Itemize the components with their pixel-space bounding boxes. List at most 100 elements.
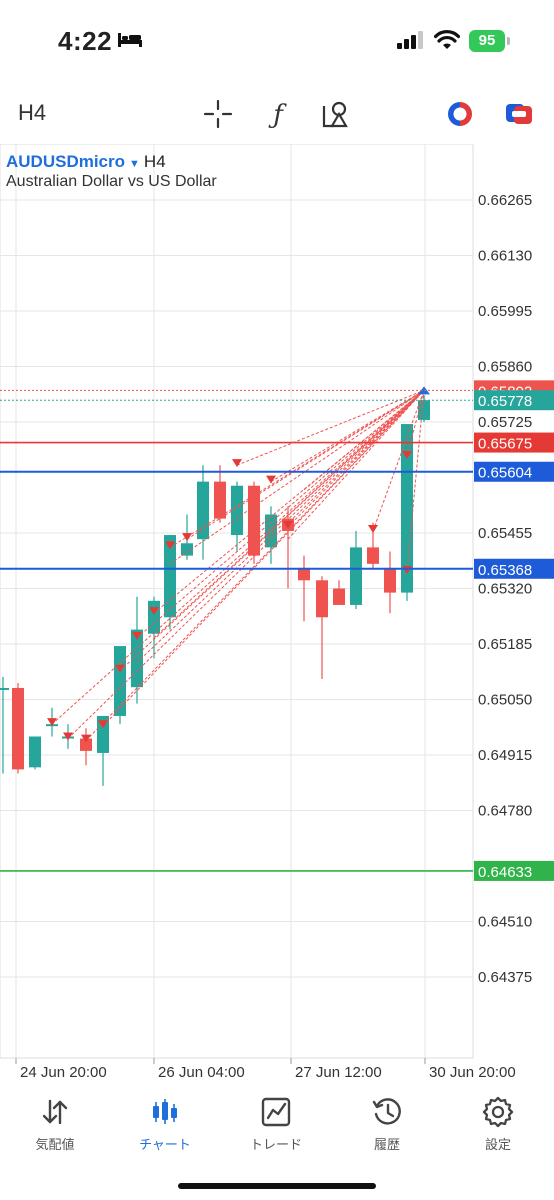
- tab-settings[interactable]: 設定: [443, 1088, 553, 1158]
- tab-label: チャート: [139, 1137, 191, 1152]
- home-indicator: [178, 1183, 376, 1189]
- candle[interactable]: [29, 736, 41, 770]
- price-axis-label: 0.65455: [478, 525, 532, 542]
- fan-line: [186, 389, 425, 540]
- sell-arrow-marker[interactable]: [283, 520, 293, 529]
- sell-arrow-marker[interactable]: [149, 607, 159, 616]
- price-axis-label: 0.65185: [478, 636, 532, 653]
- tab-label: 気配値: [35, 1137, 75, 1152]
- tab-quotes[interactable]: 気配値: [0, 1088, 110, 1158]
- price-axis-label: 0.64375: [478, 969, 532, 986]
- fan-line: [102, 389, 425, 727]
- sell-arrow-marker[interactable]: [98, 720, 108, 729]
- sell-arrow-marker[interactable]: [402, 450, 412, 459]
- sell-arrow-marker[interactable]: [368, 524, 378, 533]
- candle-body: [231, 485, 243, 536]
- plot-area[interactable]: [0, 144, 474, 1059]
- fan-line: [136, 389, 425, 639]
- chart-toolbar: H4 ƒ: [0, 90, 554, 138]
- accounts-switch-icon[interactable]: [503, 98, 535, 130]
- symbol-name[interactable]: AUDUSDmicro: [6, 152, 126, 171]
- price-axis-label: 0.66130: [478, 248, 532, 265]
- candle-body: [12, 687, 24, 770]
- timeframe-button[interactable]: H4: [18, 100, 47, 125]
- candle-body: [197, 481, 209, 540]
- bottom-tab-bar: 気配値 チャート トレード 履歴: [0, 1088, 554, 1200]
- fan-line: [153, 389, 425, 639]
- cellular-signal-icon: [397, 31, 423, 49]
- candle[interactable]: [384, 551, 396, 614]
- sell-arrow-marker[interactable]: [132, 631, 142, 640]
- fan-line: [169, 389, 425, 565]
- price-axis-label: 0.65320: [478, 581, 532, 598]
- price-axis-label: 0.65860: [478, 359, 532, 376]
- sell-arrow-marker[interactable]: [182, 533, 192, 542]
- history-clock-icon: [372, 1098, 401, 1125]
- tab-history[interactable]: 履歴: [332, 1088, 442, 1158]
- indicators-function-icon[interactable]: ƒ: [262, 98, 294, 130]
- price-axis-label: 0.65995: [478, 303, 532, 320]
- fan-line: [85, 389, 425, 741]
- sell-arrow-marker[interactable]: [63, 732, 73, 741]
- sell-arrow-marker[interactable]: [47, 718, 57, 727]
- settings-gear-icon: [482, 1096, 514, 1128]
- level-price-label: 0.65675: [478, 436, 532, 453]
- tab-label: 設定: [484, 1137, 511, 1152]
- fan-line: [236, 389, 425, 466]
- candle[interactable]: [350, 530, 362, 610]
- candle[interactable]: [298, 555, 310, 622]
- candle[interactable]: [231, 481, 243, 552]
- candle-body: [29, 736, 41, 768]
- sell-arrow-marker[interactable]: [81, 734, 91, 743]
- symbol-description: Australian Dollar vs US Dollar: [6, 173, 217, 190]
- price-axis-label: 0.65050: [478, 692, 532, 709]
- sell-arrow-marker[interactable]: [115, 664, 125, 673]
- fan-line: [406, 390, 425, 573]
- candle-body: [131, 629, 143, 688]
- price-chart[interactable]: 0.658020.657780.656750.656040.653680.646…: [0, 144, 554, 1088]
- level-price-tag: [474, 390, 554, 411]
- candle[interactable]: [12, 683, 24, 774]
- objects-shapes-icon[interactable]: [320, 98, 352, 130]
- fan-line: [287, 390, 425, 540]
- candle[interactable]: [401, 424, 413, 601]
- sell-arrow-marker[interactable]: [266, 475, 276, 484]
- status-time: 4:22: [58, 26, 113, 56]
- price-axis-label: 0.64510: [478, 914, 532, 931]
- sell-arrow-marker[interactable]: [232, 459, 242, 468]
- sell-arrow-marker[interactable]: [165, 541, 175, 550]
- fan-line: [303, 389, 425, 491]
- candle[interactable]: [164, 535, 176, 630]
- svg-text:ƒ: ƒ: [268, 100, 287, 130]
- quotes-arrows-icon: [42, 1099, 68, 1125]
- candle[interactable]: [316, 576, 328, 679]
- tab-chart[interactable]: チャート: [110, 1088, 220, 1158]
- candle[interactable]: [80, 728, 92, 766]
- trade-oneclick-icon[interactable]: [444, 98, 476, 130]
- level-price-tag: [474, 558, 554, 579]
- candle[interactable]: [248, 481, 260, 564]
- candle[interactable]: [114, 646, 126, 725]
- fan-line: [119, 389, 425, 672]
- price-axis-label: 0.64915: [478, 747, 532, 764]
- chart-symbol-header[interactable]: AUDUSDmicro ▼ H4: [6, 152, 166, 172]
- symbol-dropdown-icon[interactable]: ▼: [129, 158, 140, 170]
- status-bar: 4:22 95: [0, 0, 554, 80]
- candle-body: [214, 481, 226, 519]
- candle-body: [248, 485, 260, 556]
- fan-line: [406, 390, 425, 458]
- crosshair-icon[interactable]: [202, 98, 234, 130]
- candle-body: [80, 738, 92, 751]
- candle[interactable]: [131, 596, 143, 704]
- time-axis-label: 30 Jun 20:00: [429, 1064, 516, 1081]
- fan-line: [287, 389, 425, 528]
- level-price-label: 0.65604: [478, 465, 532, 482]
- candle-body: [316, 580, 328, 618]
- candle[interactable]: [214, 465, 226, 523]
- tab-trade[interactable]: トレード: [221, 1088, 331, 1158]
- candle[interactable]: [333, 580, 345, 605]
- candle[interactable]: [0, 676, 9, 774]
- price-axis-label: 0.66265: [478, 192, 532, 209]
- level-price-tag: [474, 432, 554, 453]
- candle-body: [97, 715, 109, 753]
